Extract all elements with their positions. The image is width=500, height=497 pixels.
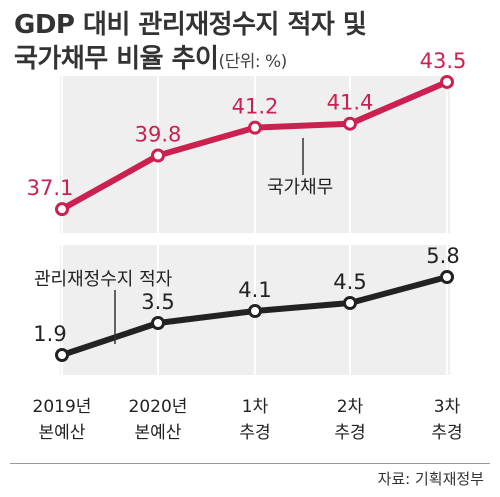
- x-tick-label-2-line1: 2020년: [129, 397, 188, 417]
- data-label-2-5: 5.8: [426, 244, 459, 268]
- title-line-2: 국가채무 비율 추이(단위: %): [14, 42, 366, 79]
- data-label-2-3: 4.1: [238, 278, 271, 302]
- x-tick-label-4-line1: 2차: [337, 397, 364, 417]
- x-tick-label-2-line2: 본예산: [135, 423, 182, 443]
- chart-title: GDP 대비 관리재정수지 적자 및 국가채무 비율 추이(단위: %): [14, 8, 367, 79]
- x-tick-label-3-line2: 추경: [239, 423, 270, 443]
- data-point-1-5: [440, 74, 454, 89]
- data-point-2-1: [55, 348, 69, 362]
- title-line-2-text: 국가채무 비율 추이: [14, 44, 219, 74]
- x-tick-label-4-line2: 추경: [334, 423, 365, 443]
- data-point-2-3: [248, 304, 262, 318]
- data-point-1-3: [248, 120, 262, 135]
- data-label-1-3: 41.2: [232, 95, 279, 119]
- data-label-1-5: 43.5: [420, 49, 467, 73]
- data-label-1-1: 37.1: [27, 176, 74, 200]
- data-label-1-2: 39.8: [135, 122, 182, 146]
- unit-label: (단위: %): [218, 52, 287, 72]
- data-label-1-4: 41.4: [327, 91, 374, 115]
- data-point-2-5: [440, 270, 454, 284]
- bottom-rule: [10, 463, 490, 464]
- x-tick-label-5-line2: 추경: [431, 423, 462, 443]
- title-line-1: GDP 대비 관리재정수지 적자 및: [14, 10, 367, 40]
- series-name-debt: 국가채무: [267, 177, 333, 198]
- data-point-1-4: [343, 116, 357, 131]
- source-note: 자료: 기획재정부: [377, 470, 484, 488]
- data-point-1-1: [55, 202, 69, 217]
- x-tick-label-1-line2: 본예산: [39, 423, 86, 443]
- x-tick-label-5-line1: 3차: [434, 397, 461, 417]
- data-label-2-2: 3.5: [141, 290, 174, 314]
- x-tick-label-1-line1: 2019년: [33, 397, 92, 417]
- x-tick-label-3-line1: 1차: [242, 397, 269, 417]
- data-point-1-2: [151, 148, 165, 163]
- data-label-2-4: 4.5: [333, 270, 366, 294]
- data-point-2-4: [343, 296, 357, 310]
- data-label-2-1: 1.9: [33, 322, 66, 346]
- data-point-2-2: [151, 316, 165, 330]
- series-name-deficit: 관리재정수지 적자: [34, 269, 173, 290]
